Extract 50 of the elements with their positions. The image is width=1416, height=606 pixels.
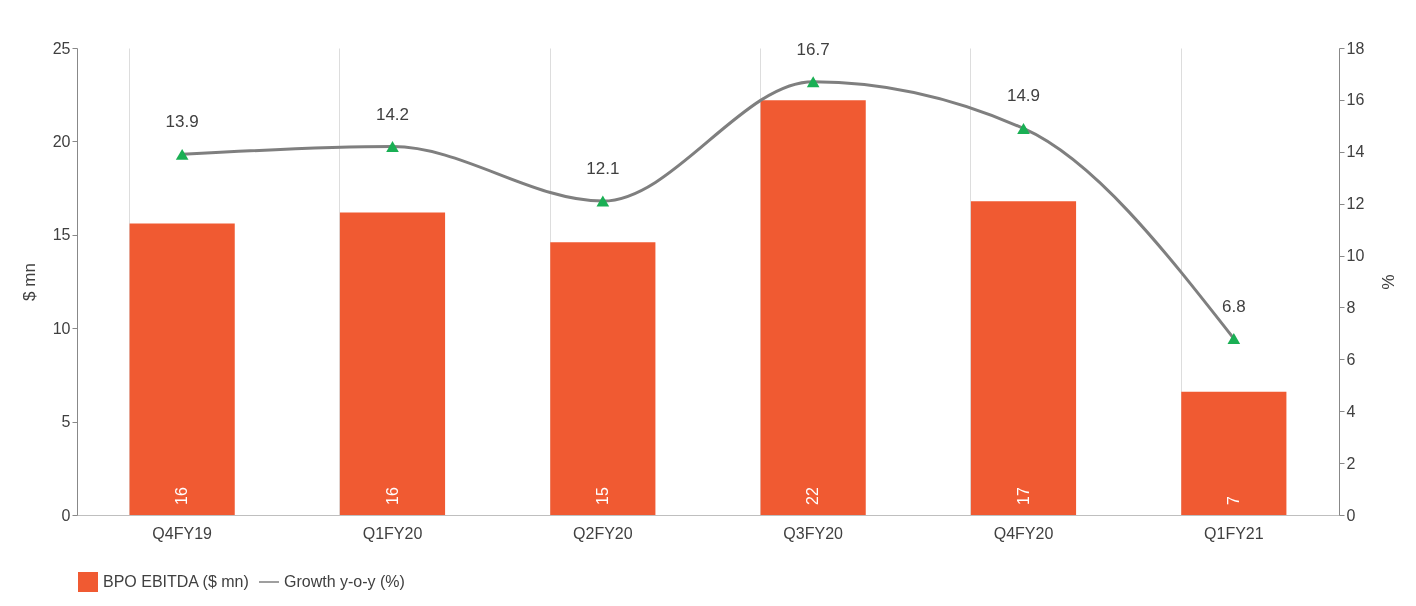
data-label: 12.1 — [586, 159, 620, 179]
y-tick-label: 0 — [61, 506, 71, 524]
bar — [339, 212, 446, 515]
data-label: 7 — [1224, 496, 1242, 505]
y2-axis-title: % — [1378, 274, 1398, 290]
data-label: 16 — [383, 487, 401, 505]
y-axis-title: $ mn — [19, 263, 39, 301]
y-tick-label: 20 — [52, 132, 71, 150]
y2-tick-label: 4 — [1346, 402, 1356, 420]
y2-tick-label: 14 — [1346, 143, 1365, 161]
data-label: 13.9 — [165, 112, 199, 132]
y-tick-label: 15 — [52, 226, 71, 244]
data-label: 14.9 — [1006, 86, 1041, 106]
x-tick-label: Q1FY20 — [362, 524, 423, 542]
x-tick-label: Q4FY20 — [993, 524, 1054, 542]
y2-tick-label: 18 — [1346, 39, 1365, 57]
y2-tick-label: 12 — [1346, 195, 1365, 213]
bar — [129, 223, 235, 515]
y2-tick-label: 10 — [1346, 247, 1365, 265]
y2-tick-label: 6 — [1346, 350, 1356, 368]
bar — [550, 242, 656, 515]
y2-tick-label: 0 — [1346, 506, 1356, 524]
point — [386, 141, 399, 153]
y-tick-label: 10 — [52, 319, 71, 337]
y2-tick-label: 8 — [1346, 298, 1356, 316]
bar — [760, 100, 866, 515]
legend-label: BPO EBITDA ($ mn) — [103, 573, 249, 590]
x-tick-label: Q3FY20 — [783, 524, 844, 542]
y2-tick-label: 2 — [1346, 454, 1356, 472]
y-tick-label: 5 — [61, 413, 71, 431]
x-tick-label: Q1FY21 — [1204, 524, 1264, 542]
data-label: 6.8 — [1222, 296, 1246, 316]
x-tick-label: Q2FY20 — [573, 524, 633, 542]
y2-tick-label: 16 — [1346, 91, 1365, 109]
x-tick-label: Q4FY19 — [152, 524, 213, 542]
legend-label: Growth y-o-y (%) — [284, 573, 405, 590]
point — [1227, 333, 1241, 345]
data-label: 16 — [173, 487, 191, 505]
data-label: 15 — [593, 487, 611, 505]
bar — [1181, 391, 1287, 515]
bar — [970, 201, 1077, 515]
data-label: 16.7 — [796, 39, 830, 59]
point — [1017, 122, 1030, 134]
point — [175, 148, 189, 160]
data-label: 22 — [804, 487, 822, 505]
point — [806, 76, 820, 88]
data-label: 17 — [1014, 487, 1032, 505]
data-label: 14.2 — [375, 104, 410, 124]
y-tick-label: 25 — [52, 39, 71, 57]
point — [596, 195, 610, 207]
